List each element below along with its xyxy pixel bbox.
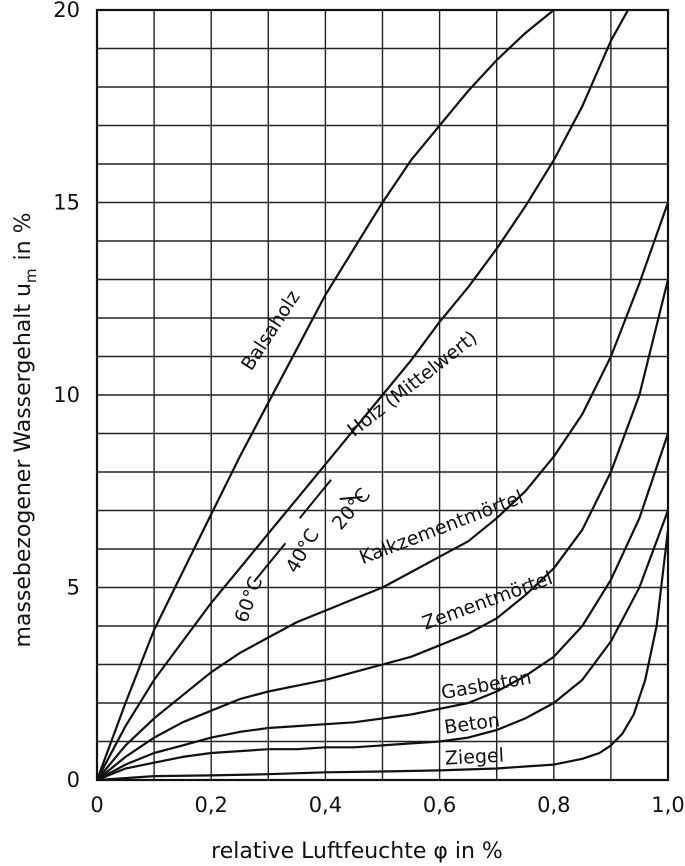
temperature-label: 20°C <box>328 484 375 534</box>
x-tick-label: 0,2 <box>194 793 227 817</box>
y-axis-label-main: massebezogener Wassergehalt u <box>11 283 36 647</box>
series-label: Beton <box>443 709 501 739</box>
series-line <box>96 279 670 781</box>
series-label: Ziegel <box>444 745 504 770</box>
y-tick-label: 0 <box>67 768 80 792</box>
temperature-label: 40°C <box>282 525 325 577</box>
y-axis-label-subscript: m <box>22 268 40 283</box>
series-line <box>96 529 670 782</box>
x-tick-labels: 0 0,2 0,4 0,6 0,8 1,0 <box>90 793 684 817</box>
y-axis-label-unit: in % <box>11 212 36 260</box>
y-axis-label: massebezogener Wassergehalt um in % <box>11 212 40 647</box>
series-line <box>96 202 670 781</box>
series-label: Balsaholz <box>237 287 305 375</box>
x-tick-label: 0,4 <box>309 793 342 817</box>
x-tick-label: 1,0 <box>651 793 684 817</box>
y-tick-label: 10 <box>53 383 80 407</box>
x-axis-label: relative Luftfeuchte φ in % <box>211 839 503 864</box>
temperature-tick <box>253 542 287 583</box>
curves <box>95 9 670 782</box>
temperature-tick <box>298 479 332 519</box>
temperature-tick <box>339 496 363 500</box>
series-line <box>96 9 629 781</box>
series-line <box>96 433 670 781</box>
x-tick-label: 0 <box>90 793 103 817</box>
series-line <box>95 9 555 781</box>
series-line <box>96 510 670 782</box>
y-tick-label: 15 <box>53 191 80 215</box>
plot-frame <box>95 8 670 782</box>
temperature-label: 60°C <box>231 574 268 626</box>
temperature-marks <box>253 479 363 583</box>
y-tick-label: 20 <box>53 0 80 22</box>
x-tick-label: 0,8 <box>537 793 570 817</box>
x-tick-label: 0,6 <box>423 793 456 817</box>
series-label: Holz (Mittelwert) <box>343 327 481 442</box>
curve-labels: Balsaholz Holz (Mittelwert)Kalkzementmört… <box>231 287 556 770</box>
y-tick-labels: 0 5 10 15 20 <box>53 0 80 792</box>
series-label: Gasbeton <box>440 667 534 704</box>
y-tick-label: 5 <box>67 576 80 600</box>
